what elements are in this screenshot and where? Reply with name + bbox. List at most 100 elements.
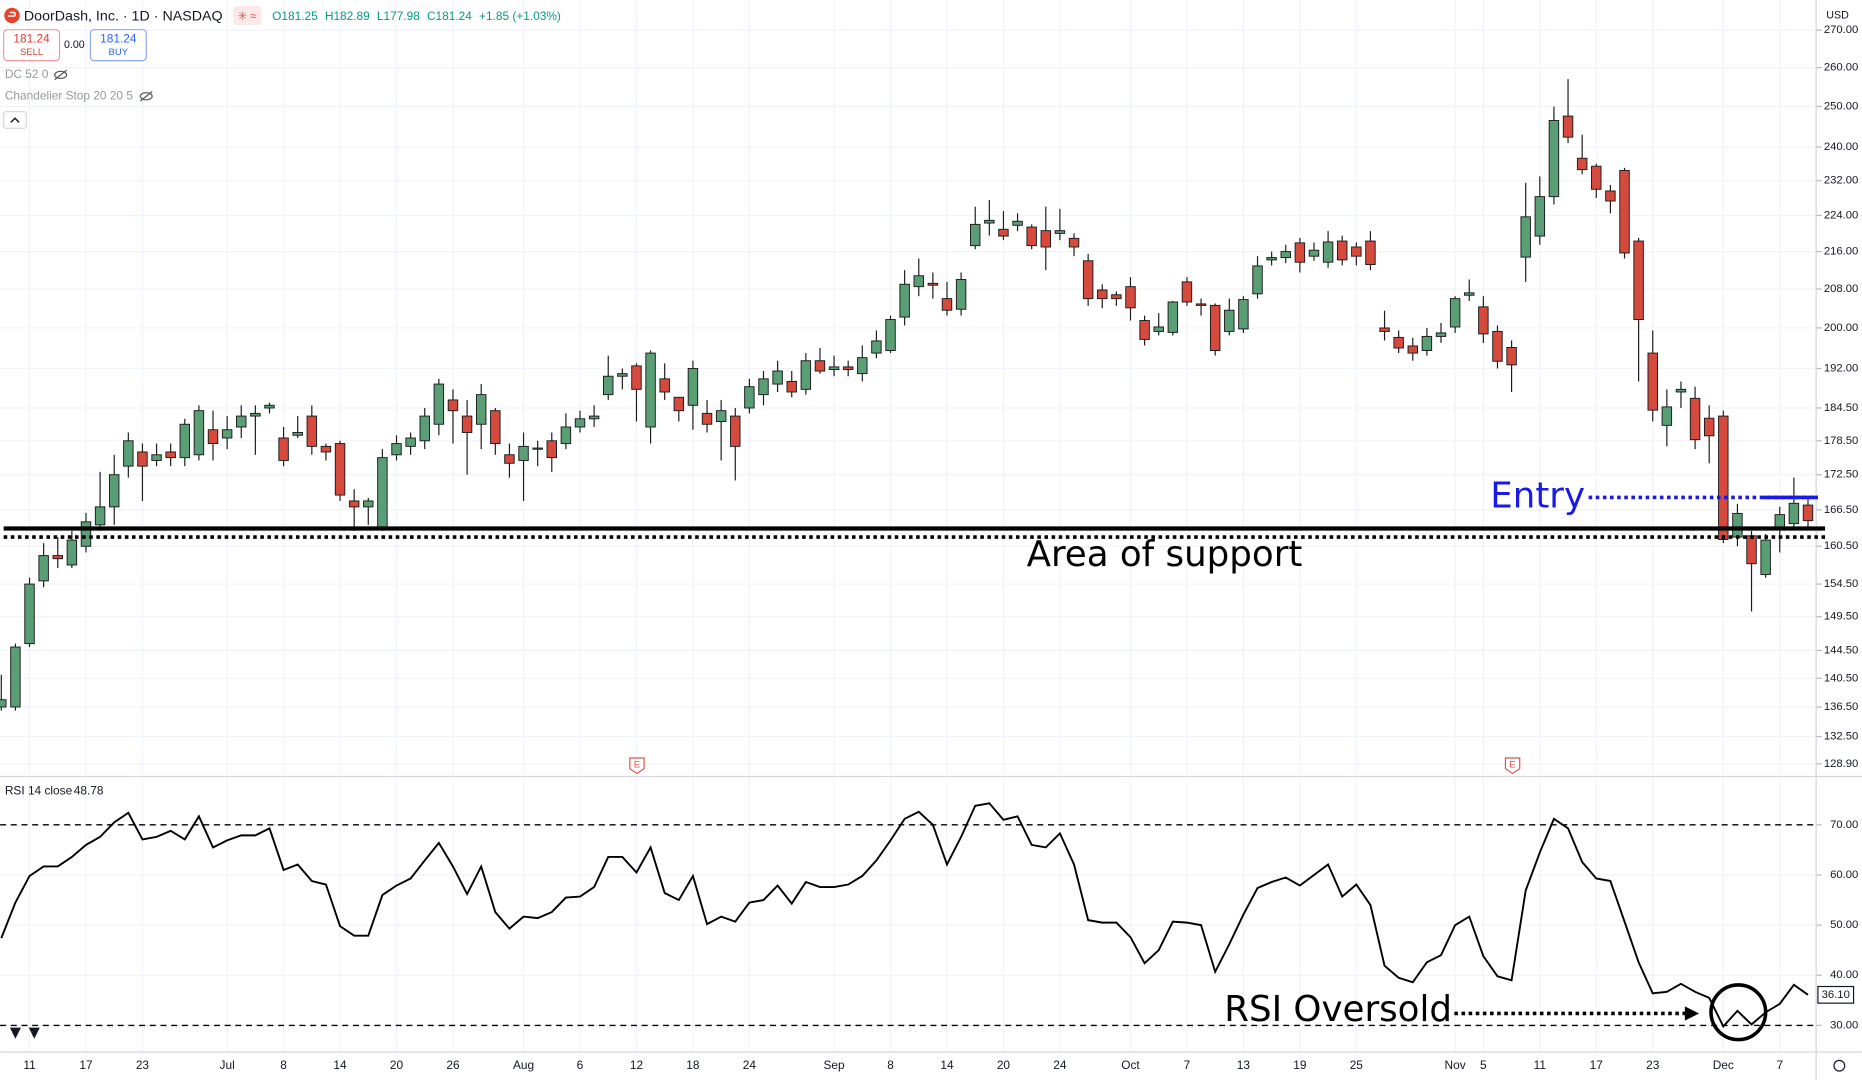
y-tick-label: 208.00	[1824, 283, 1858, 295]
y-tick-label: 192.00	[1824, 362, 1858, 374]
sell-label: SELL	[20, 47, 43, 58]
candle-body	[1478, 306, 1489, 335]
candle-body	[603, 375, 614, 396]
ohlc-value: C181.24	[427, 9, 472, 23]
candle-body	[673, 396, 685, 412]
candle-body	[1506, 347, 1517, 366]
x-tick-label: 18	[686, 1058, 700, 1072]
platform-logo[interactable]: ▼▼	[6, 1023, 44, 1044]
candle-body	[800, 360, 812, 390]
candle-body	[207, 429, 219, 445]
candle-body	[1238, 299, 1249, 330]
x-tick-label: 11	[23, 1058, 36, 1072]
candle-body	[1633, 240, 1644, 321]
x-tick-label: 14	[940, 1058, 954, 1072]
candle-body	[1252, 265, 1263, 295]
x-tick-label: Dec	[1713, 1058, 1734, 1072]
candle-body	[885, 319, 896, 351]
x-tick-label: 11	[1534, 1058, 1547, 1072]
candle-body	[1605, 190, 1616, 202]
indicator-label: Chandelier Stop 20 20 5	[5, 88, 133, 102]
status-icon: ✳	[238, 9, 248, 23]
y-tick-label: 160.50	[1824, 540, 1858, 552]
candle-body	[617, 373, 628, 377]
settings-icon[interactable]	[1833, 1059, 1846, 1072]
candle-body	[701, 412, 713, 425]
ohlc-value: H182.89	[325, 9, 370, 23]
candle-body	[927, 282, 939, 286]
eye-icon	[139, 92, 153, 101]
x-tick-label: 7	[1184, 1058, 1191, 1072]
candle-body	[574, 418, 586, 428]
candle-body	[433, 383, 445, 425]
candle-body	[1788, 502, 1800, 525]
x-tick-label: 6	[577, 1058, 584, 1072]
candle-body	[1520, 216, 1531, 258]
y-tick-label: 270.00	[1824, 24, 1858, 36]
candle-body	[631, 365, 642, 390]
hide-icon[interactable]	[139, 91, 153, 102]
symbol-logo-glyph	[7, 11, 16, 17]
indicator-label: DC 52 0	[5, 67, 49, 81]
candle-body	[108, 474, 120, 508]
candle-body	[913, 275, 924, 288]
eye-slash	[54, 69, 68, 81]
earnings-marker[interactable]: E	[629, 757, 645, 775]
status-badge[interactable]	[232, 5, 262, 25]
rsi-line	[0, 802, 1809, 1029]
candle-body	[1012, 220, 1023, 226]
spread: 0.00	[64, 39, 85, 51]
candle-body	[1576, 157, 1588, 171]
candle-body	[306, 415, 318, 447]
candle-body	[419, 415, 430, 442]
earnings-badge	[629, 757, 645, 775]
labels: 11 17 23 Jul 8 14 20 26 Aug 6 12 18 24 Sep 8 14 20 24 Oct 7…	[3, 24, 1858, 1072]
candle-body	[10, 646, 21, 708]
candle-body	[857, 357, 868, 375]
x-tick-label: Jul	[220, 1058, 235, 1072]
candle-body	[66, 539, 78, 566]
candle-body	[236, 415, 247, 428]
x-tick-label: 13	[1237, 1058, 1251, 1072]
grid	[0, 0, 1815, 1052]
y-tick-label: 178.50	[1824, 435, 1858, 447]
ohlc-value: L177.98	[377, 9, 420, 23]
candle-body	[1492, 330, 1503, 362]
support-label: Area of support	[1027, 534, 1303, 575]
candle-body	[137, 451, 148, 467]
ohlc-value: O181.25	[272, 9, 318, 23]
collapse-button[interactable]	[3, 111, 27, 129]
candle-body	[504, 454, 515, 464]
candle-body	[475, 394, 487, 425]
candle-body	[1125, 286, 1136, 309]
eye-icon	[54, 70, 68, 80]
candle-body	[969, 223, 981, 247]
candle-body	[377, 457, 388, 529]
earnings-marker[interactable]: E	[1504, 757, 1521, 775]
x-tick-label: 23	[1646, 1058, 1660, 1072]
candle-body	[179, 423, 191, 459]
candle-body	[151, 454, 162, 461]
y-tick-label: 132.50	[1824, 730, 1858, 742]
buy-button[interactable]	[89, 29, 147, 62]
y-tick-label: 232.00	[1824, 175, 1858, 187]
candle-body	[1591, 165, 1602, 190]
candle-body	[405, 437, 416, 447]
x-tick-label: Oct	[1121, 1058, 1140, 1072]
candle-body	[1435, 332, 1447, 337]
y-tick-label: 70.00	[1830, 819, 1858, 831]
candle-body	[250, 412, 261, 417]
candle-body	[391, 443, 402, 456]
candle-body	[1675, 388, 1687, 393]
eye-slash	[139, 91, 153, 102]
candle-body	[278, 437, 289, 461]
hide-icon[interactable]	[54, 69, 68, 81]
ohlc-value: +1.85 (+1.03%)	[479, 9, 561, 23]
candle-body	[80, 521, 92, 547]
last-value-label: 36.10	[1822, 989, 1850, 1001]
sell-button[interactable]	[3, 29, 61, 62]
candle-body	[292, 432, 303, 436]
candle-body	[828, 366, 840, 370]
sell-price: 181.24	[13, 31, 50, 45]
candle-body	[1718, 415, 1729, 540]
